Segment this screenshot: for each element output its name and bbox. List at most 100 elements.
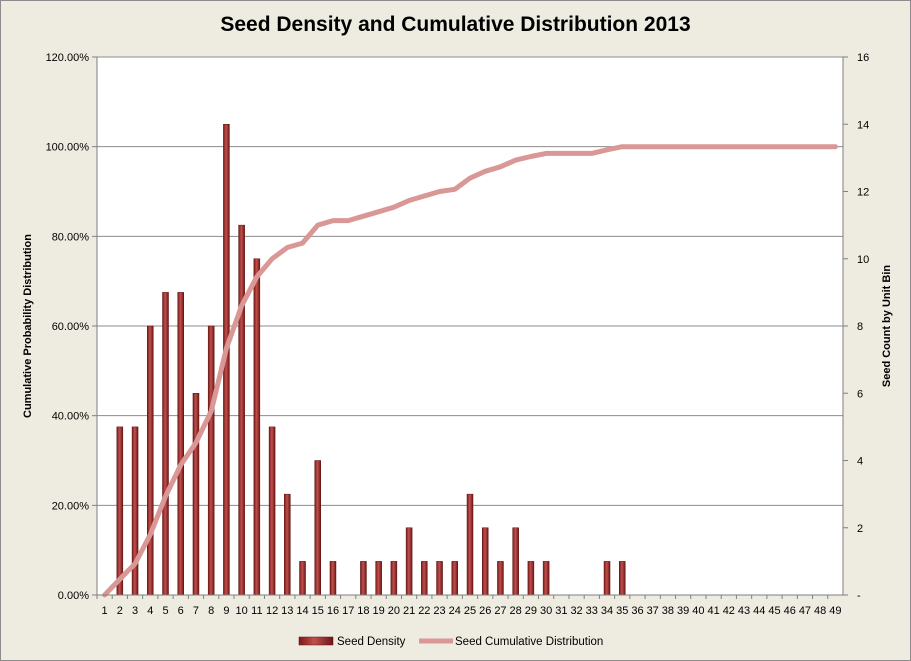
- bar-seed-density-21: [405, 527, 413, 596]
- x-tick-label: 3: [132, 605, 138, 617]
- x-tick-label: 41: [707, 605, 719, 617]
- x-tick-label: 14: [296, 605, 308, 617]
- legend-swatch-seed-density: [298, 636, 334, 646]
- x-tick-label: 9: [223, 605, 229, 617]
- left-tick-label: 0.00%: [58, 590, 89, 602]
- bar-seed-density-6: [177, 292, 184, 596]
- bar-seed-density-26: [481, 527, 489, 596]
- x-tick-label: 27: [494, 605, 506, 617]
- left-tick-label: 20.00%: [52, 500, 90, 512]
- x-tick-label: 15: [312, 605, 324, 617]
- right-tick-label: 10: [857, 254, 869, 266]
- x-tick-label: 44: [753, 605, 765, 617]
- x-tick-label: 4: [147, 605, 153, 617]
- x-tick-label: 39: [677, 605, 689, 617]
- x-tick-label: 5: [162, 605, 168, 617]
- x-tick-label: 11: [251, 605, 262, 617]
- line-series: [102, 144, 838, 598]
- x-tick-label: 16: [327, 605, 339, 617]
- bar-seed-density-7: [192, 393, 200, 596]
- x-tick-label: 45: [768, 605, 780, 617]
- tick-labels: 0.00% 20.00% 40.00% 60.00% 80.00% 100.00% 120.…: [46, 52, 870, 617]
- x-tick-label: 28: [510, 605, 522, 617]
- bar-seed-density-25: [466, 493, 474, 596]
- x-tick-label: 20: [388, 605, 400, 617]
- bar-seed-density-8: [207, 325, 215, 596]
- x-tick-label: 2: [117, 605, 123, 617]
- right-tick-label: 12: [857, 187, 869, 199]
- left-tick-label: 60.00%: [52, 321, 90, 333]
- x-tick-label: 30: [540, 605, 552, 617]
- right-tick-label: 14: [857, 119, 869, 131]
- bar-seed-density-11: [253, 258, 261, 596]
- right-tick-label: -: [857, 590, 861, 602]
- right-tick-label: 2: [857, 523, 863, 535]
- x-tick-label: 13: [281, 605, 293, 617]
- x-tick-label: 36: [631, 605, 643, 617]
- x-tick-label: 47: [799, 605, 811, 617]
- bar-seed-density-23: [436, 561, 443, 596]
- x-tick-label: 23: [433, 605, 445, 617]
- y-axis-left-title: Cumulative Probability Distribution: [22, 234, 34, 418]
- chart-title: Seed Density and Cumulative Distribution…: [220, 13, 691, 36]
- bar-seed-density-18: [360, 561, 367, 596]
- x-tick-label: 8: [208, 605, 214, 617]
- x-tick-label: 35: [616, 605, 628, 617]
- right-tick-label: 4: [857, 456, 863, 468]
- left-tick-label: 80.00%: [52, 231, 90, 243]
- x-tick-label: 33: [586, 605, 598, 617]
- x-tick-label: 22: [418, 605, 430, 617]
- bar-seed-density-14: [299, 561, 306, 596]
- legend: Seed Density Seed Cumulative Distribution: [298, 636, 603, 648]
- bar-series: [116, 124, 626, 596]
- line-seed-cumulative-distribution: [102, 144, 838, 598]
- x-tick-label: 31: [555, 605, 567, 617]
- bar-seed-density-27: [497, 561, 504, 596]
- x-tick-label: 7: [193, 605, 199, 617]
- bar-seed-density-29: [527, 561, 535, 596]
- x-tick-label: 42: [723, 605, 735, 617]
- bar-seed-density-12: [268, 426, 276, 596]
- x-tick-label: 34: [601, 605, 613, 617]
- x-tick-label: 10: [236, 605, 248, 617]
- x-tick-label: 29: [525, 605, 537, 617]
- legend-label-seed-density: Seed Density: [337, 636, 406, 648]
- bar-seed-density-22: [421, 561, 428, 596]
- right-tick-label: 6: [857, 388, 863, 400]
- x-tick-label: 26: [479, 605, 491, 617]
- x-tick-label: 49: [829, 605, 841, 617]
- x-tick-label: 46: [784, 605, 796, 617]
- bar-seed-density-34: [603, 561, 611, 596]
- x-tick-label: 48: [814, 605, 826, 617]
- x-tick-label: 25: [464, 605, 476, 617]
- x-tick-label: 19: [373, 605, 385, 617]
- left-tick-label: 100.00%: [46, 142, 90, 154]
- bar-seed-density-4: [147, 325, 154, 596]
- legend-label-seed-cumulative: Seed Cumulative Distribution: [455, 636, 603, 648]
- y-axis-right-title: Seed Count by Unit Bin: [881, 265, 893, 388]
- x-tick-label: 6: [178, 605, 184, 617]
- axes: [92, 56, 848, 599]
- bar-seed-density-16: [329, 561, 337, 596]
- x-tick-label: 18: [357, 605, 369, 617]
- bar-seed-density-5: [162, 292, 169, 596]
- bar-seed-density-20: [390, 561, 398, 596]
- bar-seed-density-30: [542, 561, 550, 596]
- bar-seed-density-15: [314, 460, 322, 596]
- bar-seed-density-35: [618, 561, 626, 596]
- bar-seed-density-28: [512, 527, 519, 596]
- right-tick-label: 16: [857, 52, 869, 64]
- bar-seed-density-2: [116, 426, 124, 596]
- x-tick-label: 12: [266, 605, 278, 617]
- x-tick-label: 32: [570, 605, 582, 617]
- x-tick-label: 40: [692, 605, 704, 617]
- x-tick-label: 43: [738, 605, 750, 617]
- x-tick-label: 21: [403, 605, 415, 617]
- bar-seed-density-13: [284, 493, 291, 596]
- left-tick-label: 120.00%: [46, 52, 90, 64]
- x-tick-label: 17: [342, 605, 354, 617]
- bar-seed-density-3: [131, 426, 139, 596]
- bar-seed-density-19: [375, 561, 382, 596]
